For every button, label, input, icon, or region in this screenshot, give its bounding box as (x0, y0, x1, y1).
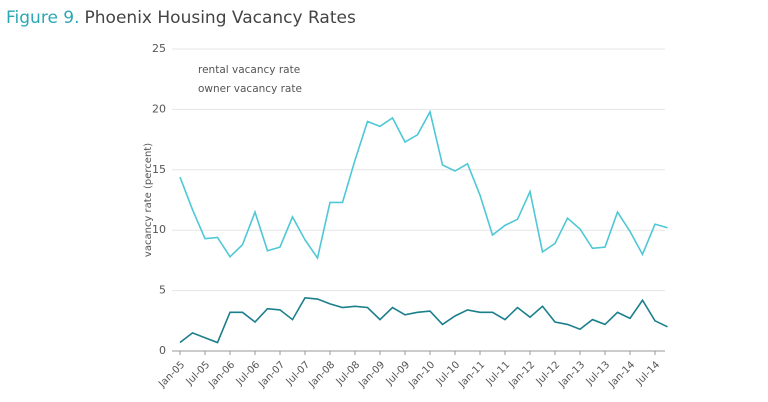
y-tick-label: 5 (159, 284, 166, 297)
x-tick-label: Jan-06 (206, 359, 237, 390)
x-tick-label: Jan-09 (356, 359, 387, 390)
y-tick-label: 0 (159, 344, 166, 357)
series-line (179, 109, 668, 260)
legend-label: owner vacancy rate (198, 83, 302, 95)
y-axis-label: vacancy rate (percent) (143, 143, 154, 257)
x-tick-label: Jan-05 (156, 359, 187, 390)
figure-label: Figure 9. (6, 8, 80, 28)
x-tick-label: Jan-12 (506, 359, 537, 390)
y-tick-label: 10 (152, 223, 166, 236)
chart-title: Figure 9. Phoenix Housing Vacancy Rates (6, 8, 356, 28)
x-tick-label: Jul-14 (634, 359, 663, 388)
x-tick-label: Jan-13 (556, 359, 587, 390)
x-tick-label: Jan-14 (606, 359, 637, 390)
series-line (179, 297, 668, 344)
x-tick-label: Jan-08 (306, 359, 337, 390)
x-tick-label: Jan-07 (256, 359, 287, 390)
title-text: Phoenix Housing Vacancy Rates (85, 8, 356, 28)
x-tick-label: Jan-10 (406, 359, 437, 390)
y-tick-label: 15 (152, 163, 166, 176)
legend-label: rental vacancy rate (198, 64, 300, 76)
x-tick-label: Jan-11 (456, 359, 487, 390)
y-tick-label: 20 (152, 102, 166, 115)
y-tick-label: 25 (152, 42, 166, 55)
